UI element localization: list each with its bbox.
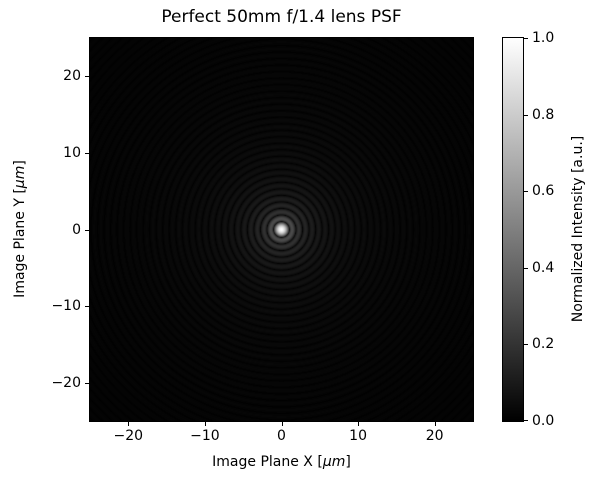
plot-area	[89, 37, 474, 422]
x-tick-mark	[434, 422, 436, 426]
colorbar-gradient	[502, 37, 524, 422]
x-tick-label: 20	[425, 428, 444, 444]
x-axis-label-suffix: ]	[345, 454, 351, 470]
x-tick-label: 0	[277, 428, 286, 444]
x-tick-mark	[128, 422, 130, 426]
colorbar-tick-label: 0.2	[532, 336, 555, 353]
y-tick-label: 10	[63, 144, 81, 161]
y-tick-label: −20	[51, 374, 81, 391]
x-tick-mark	[281, 422, 283, 426]
colorbar-tick-mark	[524, 114, 528, 116]
x-tick-mark	[358, 422, 360, 426]
y-tick-mark	[85, 152, 89, 154]
y-axis-unit: μm	[12, 165, 28, 189]
colorbar-tick-label: 0.6	[532, 183, 555, 200]
y-tick-mark	[85, 76, 89, 78]
psf-heatmap-image	[90, 38, 473, 421]
x-tick-mark	[204, 422, 206, 426]
y-tick-mark	[85, 229, 89, 231]
colorbar-tick-mark	[524, 344, 528, 346]
y-tick-label: 0	[72, 221, 81, 238]
colorbar-tick-mark	[524, 420, 528, 421]
colorbar-tick-mark	[524, 191, 528, 193]
x-axis-unit: μm	[322, 454, 346, 470]
colorbar-tick-label: 1.0	[532, 30, 555, 46]
colorbar-tick-mark	[524, 267, 528, 269]
y-tick-label: −10	[51, 298, 81, 315]
x-tick-label: 10	[349, 428, 367, 444]
y-axis-label-suffix: ]	[12, 160, 28, 166]
x-axis-label-prefix: Image Plane X [	[212, 454, 323, 470]
y-axis-label-prefix: Image Plane Y [	[12, 188, 28, 298]
x-tick-label: −10	[190, 428, 220, 444]
x-tick-label: −20	[113, 428, 144, 444]
colorbar-tick-label: 0.0	[532, 413, 555, 429]
y-tick-mark	[85, 382, 89, 384]
colorbar-tick-label: 0.4	[532, 259, 555, 276]
y-tick-label: 20	[63, 68, 81, 85]
x-axis-label: Image Plane X [μm]	[90, 454, 473, 470]
chart-title: Perfect 50mm f/1.4 lens PSF	[161, 7, 402, 27]
colorbar-tick-mark	[524, 38, 528, 39]
colorbar-tick-label: 0.8	[532, 106, 555, 123]
y-tick-mark	[85, 306, 89, 308]
